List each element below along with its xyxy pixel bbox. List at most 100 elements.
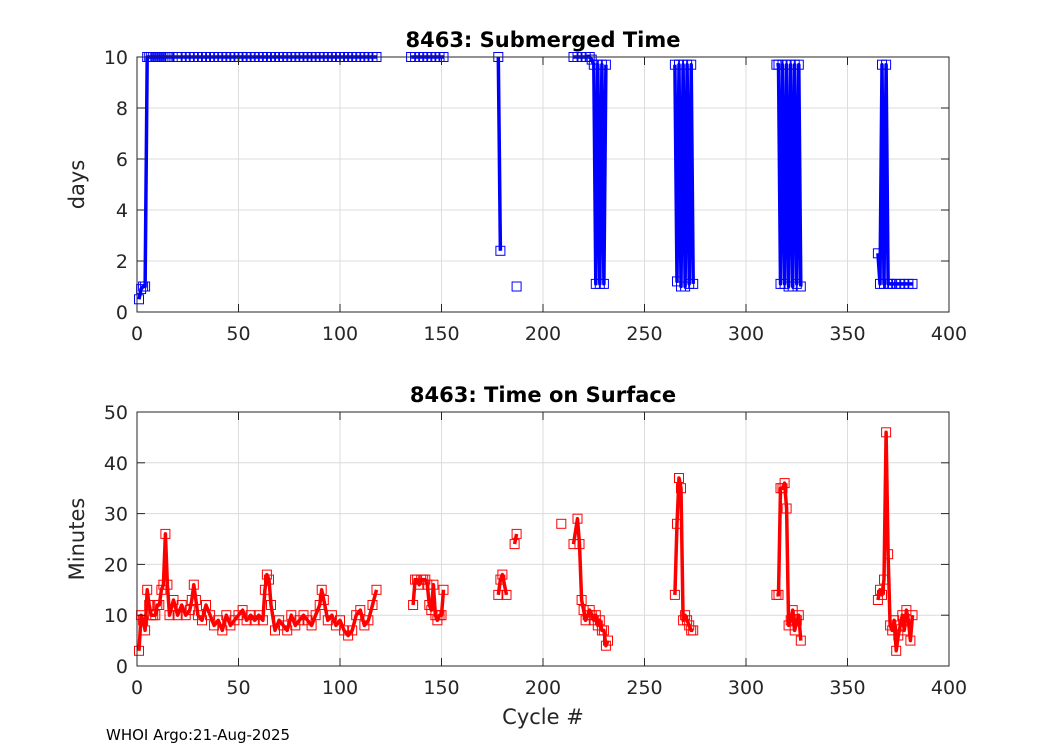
data-point [408, 600, 419, 610]
data-point [197, 615, 207, 626]
x-tick-label: 50 [226, 677, 250, 699]
x-tick-label: 350 [829, 323, 865, 345]
y-tick-label: 4 [116, 200, 128, 222]
y-tick-label: 50 [104, 402, 128, 424]
data-point [688, 278, 699, 289]
data-point [872, 248, 883, 259]
data-point [789, 625, 800, 636]
data-point [594, 615, 605, 626]
data-point [600, 59, 611, 70]
footer-credit: WHOI Argo:21-Aug-2025 [106, 726, 291, 744]
data-point [495, 245, 506, 256]
data-point [162, 579, 173, 590]
data-point [201, 600, 211, 610]
series-line [411, 577, 446, 623]
series-line [512, 533, 519, 545]
data-point [777, 483, 788, 494]
data-point [773, 589, 784, 600]
data-point [576, 595, 587, 605]
data-point [156, 584, 167, 595]
data-point [367, 600, 378, 610]
data-point [363, 615, 374, 626]
data-point [237, 605, 248, 616]
x-tick-label: 350 [829, 677, 865, 699]
data-point [787, 605, 798, 616]
data-point [511, 528, 522, 539]
data-point [184, 605, 195, 616]
x-tick-label: 100 [322, 323, 358, 345]
data-point [793, 59, 804, 70]
series-line [673, 62, 695, 289]
x-tick-label: 300 [728, 677, 764, 699]
data-point [140, 625, 151, 636]
y-tick-label: 6 [116, 149, 128, 171]
data-point [176, 600, 187, 610]
data-point [164, 610, 175, 621]
data-point [190, 595, 201, 605]
x-tick-label: 150 [423, 677, 459, 699]
data-point [172, 610, 183, 621]
data-point [134, 645, 144, 656]
data-point [286, 610, 297, 621]
data-point [676, 483, 686, 494]
data-point [264, 574, 274, 585]
data-point [420, 574, 431, 585]
x-tick-label: 400 [931, 677, 967, 699]
data-point [688, 625, 699, 636]
x-tick-label: 0 [131, 677, 143, 699]
data-point [881, 59, 892, 70]
data-point [347, 625, 358, 636]
data-point [259, 584, 270, 595]
data-point [899, 625, 910, 636]
x-tick-label: 400 [931, 323, 967, 345]
data-point [785, 615, 796, 626]
chart-title: 8463: Time on Surface [410, 383, 676, 407]
data-point [316, 584, 327, 595]
submerged-time-panel: 0 50 100 150 200 250 300 350 400 0 2 4 6 8 10 8463: Sub… [65, 28, 967, 345]
chart-title: 8463: Submerged Time [405, 28, 680, 52]
x-tick-label: 250 [626, 323, 662, 345]
surface-time-panel: 0 50 100 150 200 250 300 350 400 0 10 20 30 40 50 8463:… [65, 383, 967, 729]
x-axis-label: Cycle # [502, 705, 584, 729]
data-point [138, 615, 149, 626]
y-tick-label: 20 [104, 554, 128, 576]
data-point [669, 589, 680, 600]
data-point [586, 54, 597, 65]
data-point [150, 610, 161, 621]
data-point [893, 630, 904, 641]
data-point [907, 278, 918, 289]
series-line [496, 56, 503, 251]
data-point [160, 528, 171, 539]
y-axis-label: Minutes [65, 498, 89, 581]
data-point [371, 584, 382, 595]
data-point [875, 584, 885, 595]
data-point [793, 610, 804, 621]
data-point [580, 615, 591, 626]
data-point [493, 589, 504, 600]
data-point [881, 427, 892, 438]
data-point [355, 605, 366, 616]
x-tick-label: 250 [626, 677, 662, 699]
data-point [257, 615, 268, 626]
data-point [568, 539, 579, 550]
data-point [877, 589, 887, 600]
data-point [598, 625, 609, 636]
data-point [795, 635, 806, 646]
data-point [901, 605, 912, 616]
data-point [266, 600, 276, 610]
x-tick-label: 50 [226, 323, 250, 345]
data-point [213, 615, 224, 626]
data-point [205, 610, 216, 621]
data-point [318, 595, 329, 605]
y-tick-label: 0 [116, 302, 128, 324]
data-point [905, 635, 916, 646]
data-point [584, 605, 595, 616]
data-point [428, 579, 439, 590]
y-tick-label: 10 [104, 47, 128, 69]
data-point [436, 610, 447, 621]
data-point [574, 539, 585, 550]
data-point [600, 640, 611, 651]
data-point [501, 589, 512, 600]
series-line [776, 62, 803, 289]
